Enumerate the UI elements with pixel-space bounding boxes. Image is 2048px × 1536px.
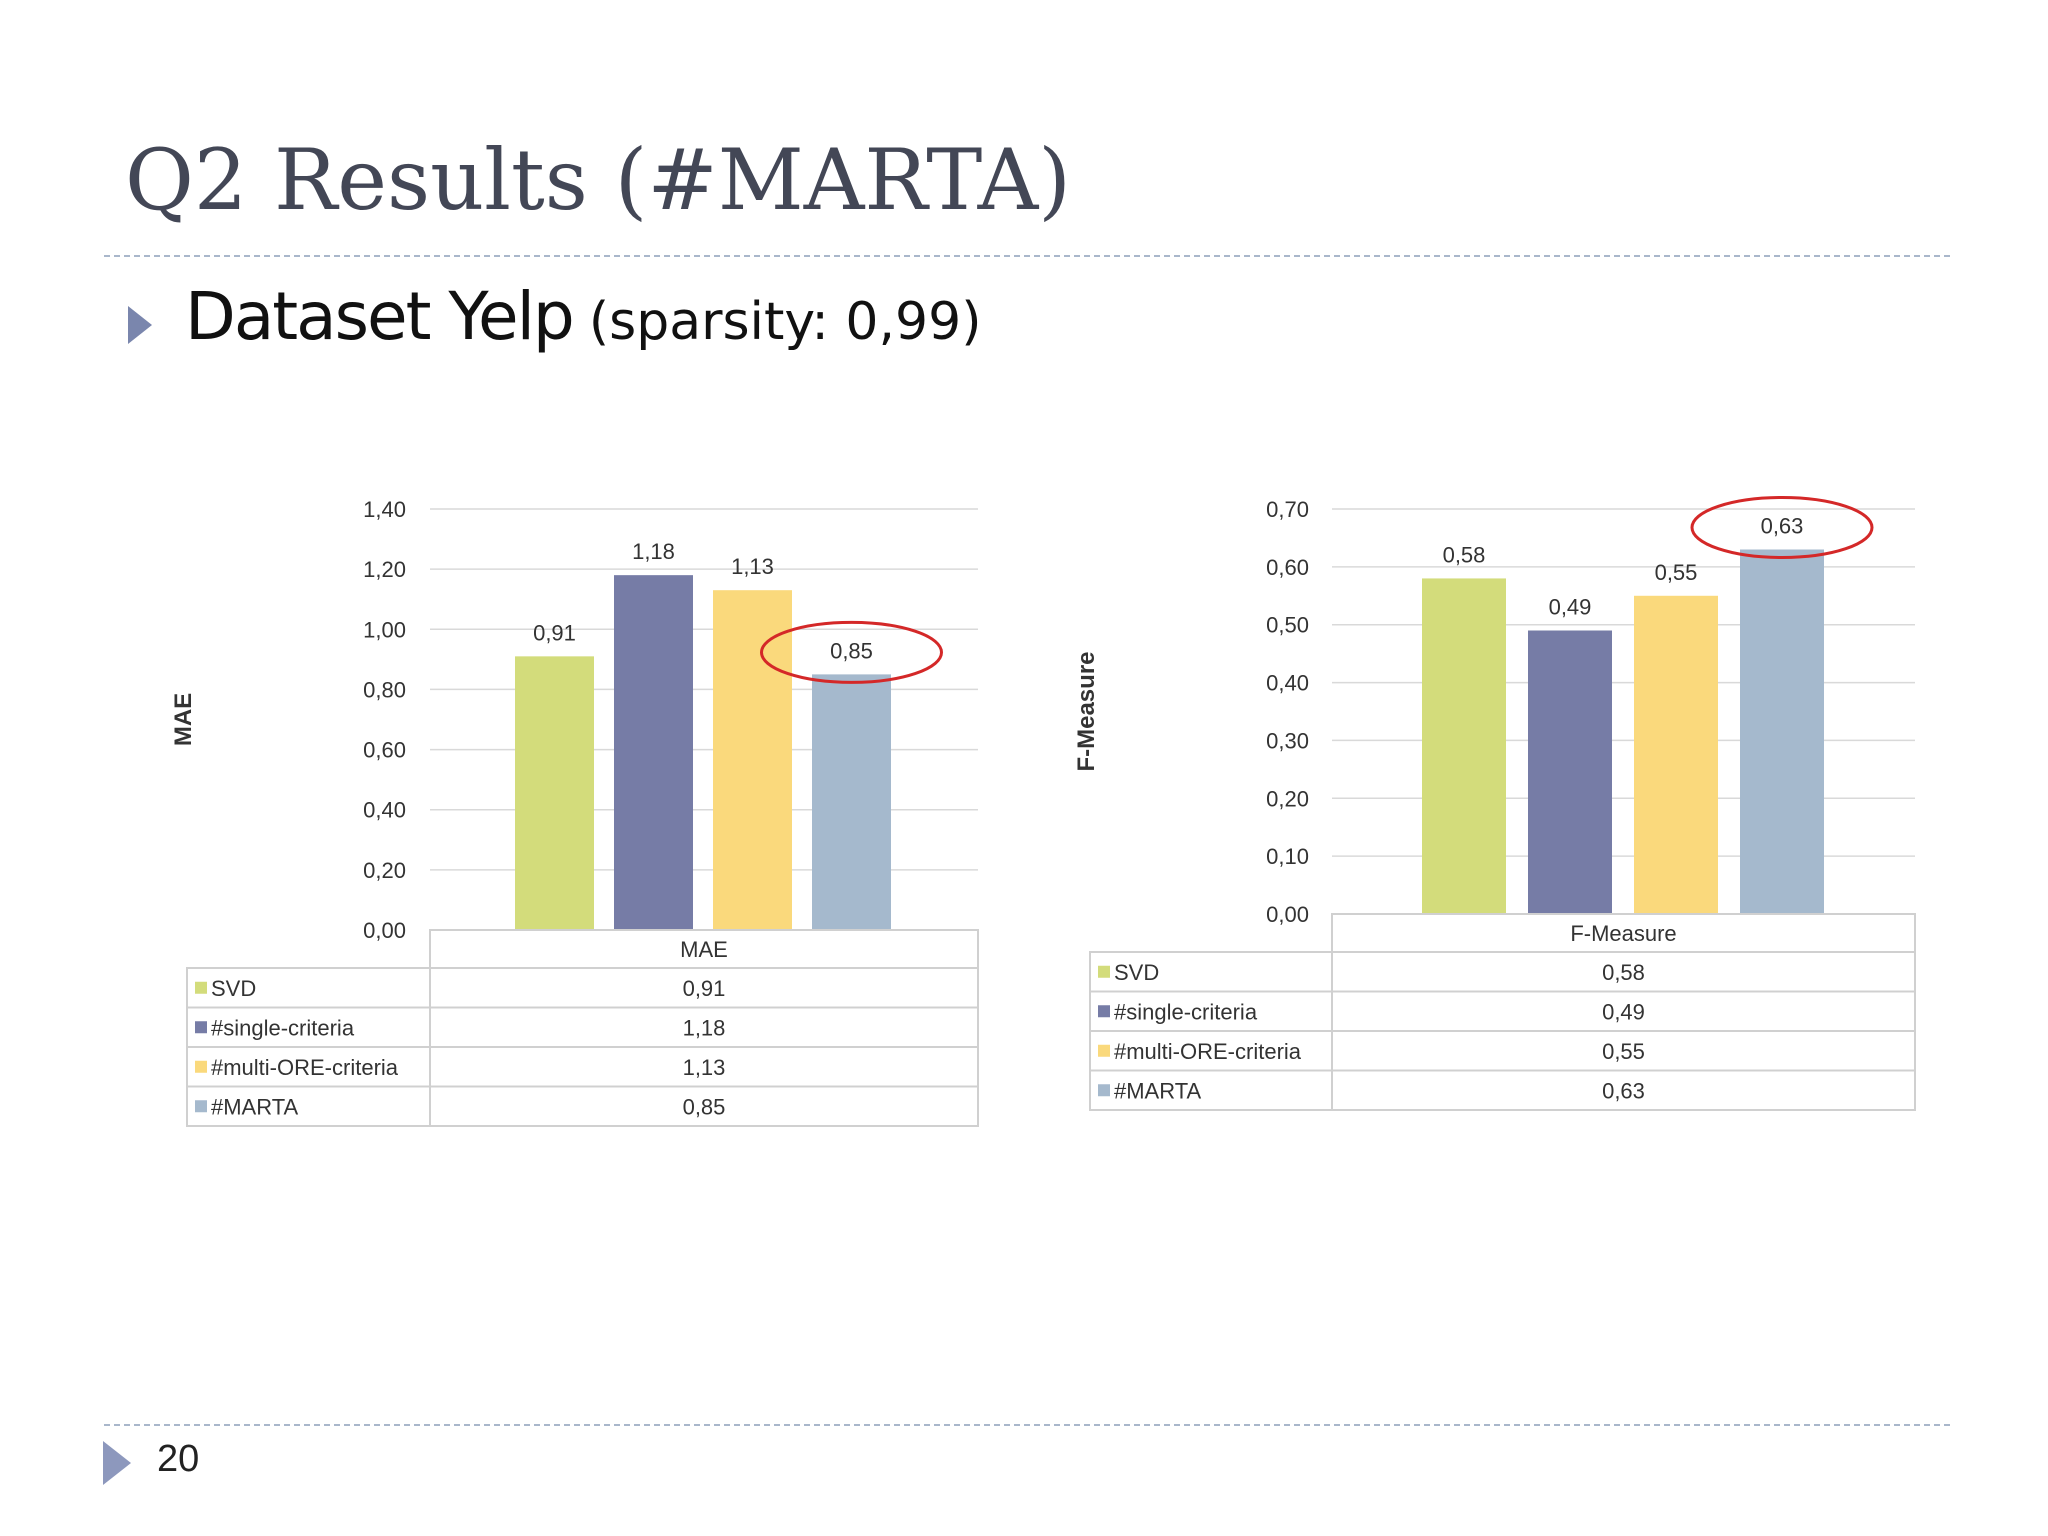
bar [1740,549,1824,914]
legend-swatch [195,1021,207,1034]
bar [1422,578,1506,914]
legend-label: #multi-ORE-criteria [211,1055,399,1080]
highlight-circle [760,620,943,684]
title-divider [104,255,1950,257]
data-label: 0,49 [1549,595,1592,620]
legend-label: SVD [211,976,256,1001]
data-label: 0,58 [1443,542,1486,567]
table-header: MAE [680,937,728,962]
table-header: F-Measure [1570,921,1676,946]
y-tick-label: 0,80 [363,677,406,702]
data-label: 1,18 [632,539,675,564]
footer-divider [104,1424,1950,1426]
table-value: 0,91 [683,976,726,1001]
dataset-sparsity: (sparsity: 0,99) [588,292,982,352]
legend-label: #MARTA [1114,1078,1202,1103]
y-axis-title: MAE [170,693,197,746]
table-value: 0,63 [1602,1078,1645,1103]
y-tick-label: 1,00 [363,617,406,642]
y-tick-label: 0,30 [1266,728,1309,753]
table-value: 0,58 [1602,960,1645,985]
y-tick-label: 1,40 [363,497,406,522]
data-label: 0,91 [533,620,576,645]
y-tick-label: 0,20 [363,858,406,883]
table-value: 0,85 [683,1094,726,1119]
slide-title: Q2 Results (#MARTA) [125,131,1072,229]
legend-swatch [1098,965,1110,978]
y-tick-label: 0,40 [1266,671,1309,696]
y-tick-label: 0,40 [363,798,406,823]
legend-label: #multi-ORE-criteria [1114,1039,1302,1064]
y-axis-title: F-Measure [1073,651,1100,771]
table-value: 0,55 [1602,1039,1645,1064]
table-value: 1,18 [683,1015,726,1040]
legend-swatch [1098,1084,1110,1097]
bar [515,656,594,930]
highlight-circle [1690,496,1874,559]
bullet-text: Dataset Yelp (sparsity: 0,99) [185,284,982,350]
y-tick-label: 0,60 [1266,555,1309,580]
data-label: 1,13 [731,554,774,579]
legend-label: SVD [1114,960,1159,985]
table-value: 1,13 [683,1055,726,1080]
y-tick-label: 0,10 [1266,844,1309,869]
y-tick-label: 0,00 [1266,902,1309,927]
page-number: 20 [157,1438,200,1480]
y-tick-label: 1,20 [363,557,406,582]
bullet-arrow-icon [128,306,152,344]
legend-label: #single-criteria [211,1015,355,1040]
legend-swatch [195,1060,207,1073]
legend-label: #MARTA [211,1094,299,1119]
bar [614,575,693,930]
y-tick-label: 0,60 [363,738,406,763]
legend-swatch [1098,1005,1110,1018]
footer-arrow-icon [103,1441,131,1485]
legend-swatch [1098,1044,1110,1057]
y-tick-label: 0,50 [1266,613,1309,638]
legend-label: #single-criteria [1114,999,1258,1024]
bar [1634,595,1718,914]
legend-swatch [195,1100,207,1113]
y-tick-label: 0,00 [363,918,406,943]
bar [1528,630,1612,914]
data-label: 0,63 [1761,514,1804,539]
y-tick-label: 0,70 [1266,497,1309,522]
legend-swatch [195,981,207,994]
data-label: 0,85 [830,638,873,663]
table-value: 0,49 [1602,999,1645,1024]
dataset-name: Dataset Yelp [185,278,575,355]
bar [713,590,792,930]
y-tick-label: 0,20 [1266,786,1309,811]
data-label: 0,55 [1655,560,1698,585]
bar [812,674,891,930]
